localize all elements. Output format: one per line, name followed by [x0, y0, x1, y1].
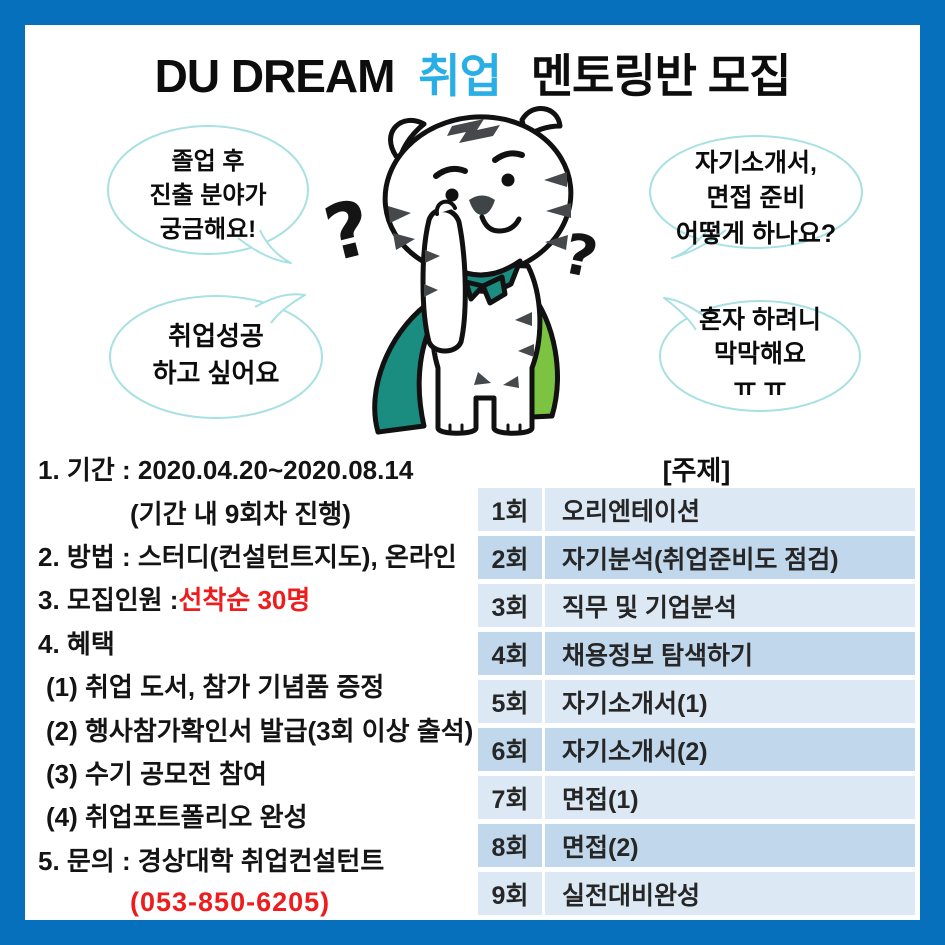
speech-bubble-shape — [107, 125, 309, 264]
table-row: 7회 면접(1) — [478, 776, 915, 819]
session-cell: 2회 — [478, 536, 542, 579]
page-title: DU DREAM 취업 멘토링반 모집 — [0, 40, 945, 106]
info-line-benefit-4: (4) 취업포트폴리오 완성 — [46, 802, 308, 833]
title-suffix: 멘토링반 모집 — [530, 50, 792, 102]
bubble-text: 취업성공 하고 싶어요 — [152, 321, 280, 388]
title-highlight: 취업 — [418, 50, 502, 102]
info-line-recruit: 3. 모집인원 : 선착순 30명 — [38, 577, 480, 620]
topic-cell: 자기분석(취업준비도 점검) — [545, 536, 915, 579]
topic-cell: 면접(1) — [545, 776, 915, 819]
speech-bubble-bottom-left: 취업성공 하고 싶어요 — [103, 283, 329, 423]
speech-bubble-top-left: 졸업 후 진출 분야가 궁금해요! — [98, 120, 318, 272]
speech-bubble-shape — [649, 135, 863, 259]
session-cell: 5회 — [478, 680, 542, 723]
info-line-benefit-2: (2) 행사참가확인서 발급(3회 이상 출석) — [46, 715, 474, 746]
session-cell: 1회 — [478, 488, 542, 531]
recruit-value: 선착순 30명 — [178, 585, 311, 616]
table-row: 5회 자기소개서(1) — [478, 680, 915, 723]
topic-cell: 실전대비완성 — [545, 872, 915, 915]
table-row: 2회 자기분석(취업준비도 점검) — [478, 536, 915, 579]
topic-cell: 채용정보 탐색하기 — [545, 632, 915, 675]
topics-header: [주제] — [662, 456, 731, 486]
speech-bubble-bottom-right: 혼자 하려니 막막해요 ㅠ ㅠ — [650, 290, 870, 420]
topics-table: 1회 오리엔테이션 2회 자기분석(취업준비도 점검) 3회 직무 및 기업분석… — [478, 488, 915, 920]
info-line-benefits: 4. 혜택 — [38, 628, 115, 659]
bubble-text: 혼자 하려니 막막해요 ㅠ ㅠ — [699, 306, 821, 402]
session-cell: 3회 — [478, 584, 542, 627]
info-line-period: 1. 기간 : 2020.04.20~2020.08.14 — [38, 455, 414, 486]
table-row: 3회 직무 및 기업분석 — [478, 584, 915, 627]
session-cell: 9회 — [478, 872, 542, 915]
topic-cell: 직무 및 기업분석 — [545, 584, 915, 627]
info-line-benefit-3: (3) 수기 공모전 참여 — [46, 758, 267, 789]
table-row: 9회 실전대비완성 — [478, 872, 915, 915]
table-row: 6회 자기소개서(2) — [478, 728, 915, 771]
info-line-method: 2. 방법 : 스터디(컨설턴트지도), 온라인 — [38, 541, 457, 572]
table-row: 1회 오리엔테이션 — [478, 488, 915, 531]
table-row: 4회 채용정보 탐색하기 — [478, 632, 915, 675]
speech-bubble-top-right: 자기소개서, 면접 준비 어떻게 하나요? — [642, 128, 870, 270]
title-prefix: DU DREAM — [154, 50, 396, 102]
session-cell: 6회 — [478, 728, 542, 771]
info-line-benefit-1: (1) 취업 도서, 참가 기념품 증정 — [46, 672, 385, 703]
info-line-period-note: (기간 내 9회차 진행) — [130, 498, 351, 529]
info-line-contact: 5. 문의 : 경상대학 취업컨설턴트 — [38, 845, 385, 876]
info-list: 1. 기간 : 2020.04.20~2020.08.14 (기간 내 9회차 … — [38, 447, 480, 924]
topic-cell: 오리엔테이션 — [545, 488, 915, 531]
bubble-text: 자기소개서, 면접 준비 어떻게 하나요? — [675, 148, 837, 248]
session-cell: 7회 — [478, 776, 542, 819]
session-cell: 4회 — [478, 632, 542, 675]
topic-cell: 자기소개서(1) — [545, 680, 915, 723]
table-row: 8회 면접(2) — [478, 824, 915, 867]
topic-cell: 면접(2) — [545, 824, 915, 867]
tiger-mascot-image — [372, 106, 574, 436]
bubble-text: 졸업 후 진출 분야가 궁금해요! — [149, 147, 267, 244]
session-cell: 8회 — [478, 824, 542, 867]
speech-bubble-shape — [659, 297, 861, 412]
topic-cell: 자기소개서(2) — [545, 728, 915, 771]
info-line-phone: (053-850-6205) — [130, 887, 331, 918]
recruit-label: 3. 모집인원 : — [38, 585, 179, 616]
speech-bubble-shape — [109, 293, 323, 419]
